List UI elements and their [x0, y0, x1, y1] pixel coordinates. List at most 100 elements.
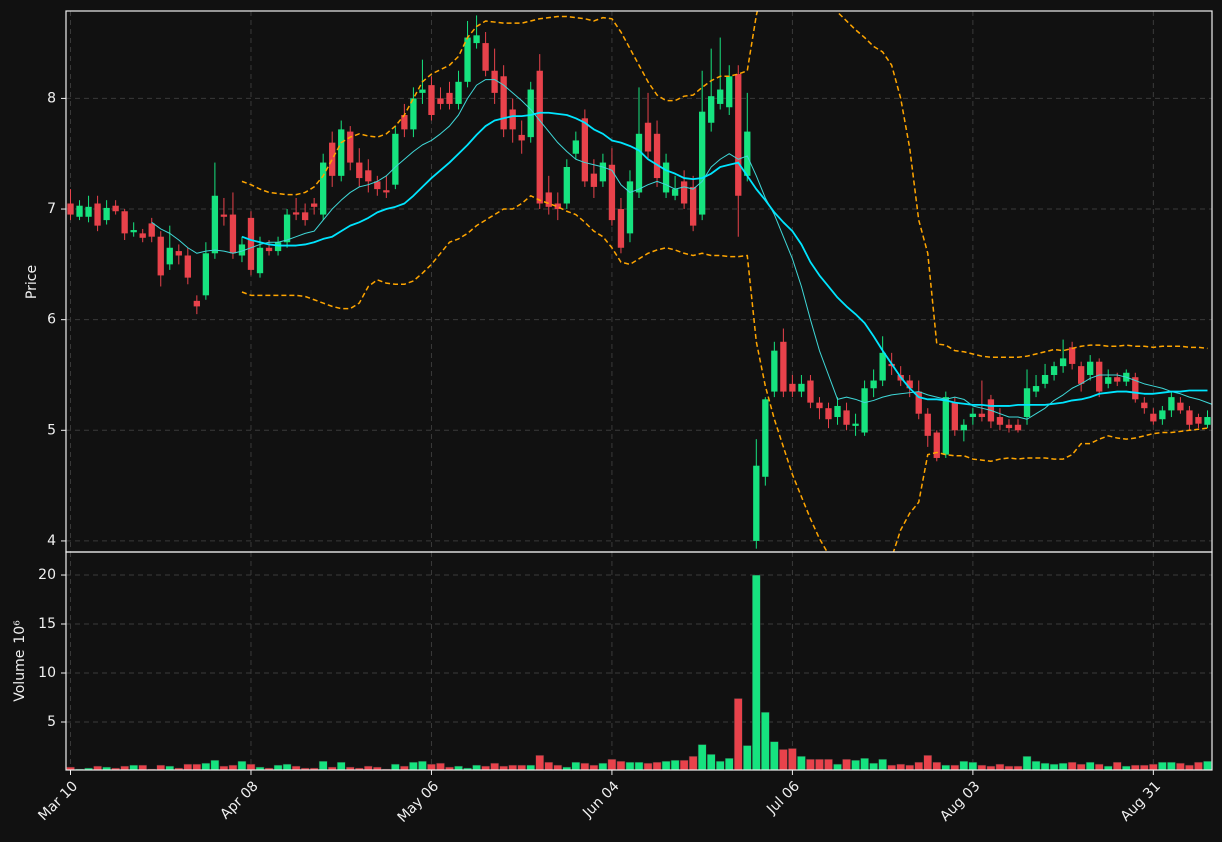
candle-body: [572, 140, 579, 154]
volume-bar: [84, 767, 93, 770]
volume-bar: [192, 763, 202, 770]
volume-bar: [842, 758, 851, 770]
volume-bar: [1058, 762, 1068, 770]
candle-body: [482, 43, 489, 71]
volume-bar: [715, 760, 725, 770]
candle-body: [951, 402, 958, 431]
candle-body: [960, 424, 968, 431]
candle-body: [807, 380, 814, 403]
volume-bar: [264, 767, 274, 770]
volume-bar: [156, 764, 166, 770]
candle-body: [554, 203, 561, 210]
candle-body: [365, 170, 372, 182]
candle-body: [1077, 366, 1085, 384]
candle-body: [1186, 410, 1193, 425]
volume-bar: [1203, 760, 1212, 770]
volume-bar: [553, 764, 563, 770]
candle-body: [1087, 361, 1094, 375]
candle-body: [1023, 388, 1031, 418]
volume-bar: [1022, 756, 1032, 770]
candle-body: [662, 162, 670, 193]
candle-body: [870, 380, 877, 389]
candle-body: [247, 217, 255, 270]
candle-body: [753, 465, 760, 541]
volume-bar: [273, 764, 283, 770]
candle-body: [139, 233, 146, 238]
candle-body: [166, 247, 173, 265]
volume-bar: [751, 574, 761, 770]
volume-bar: [589, 764, 599, 770]
candle-body: [1050, 366, 1058, 375]
volume-bar: [1167, 761, 1176, 770]
volume-bar: [995, 763, 1005, 770]
candle-body: [229, 214, 237, 254]
y-tick-label: 10: [38, 665, 56, 681]
candle-body: [473, 35, 480, 44]
volume-bar: [806, 758, 815, 770]
candle-body: [527, 89, 534, 138]
volume-frame: [65, 551, 1213, 771]
volume-bar: [490, 762, 499, 770]
volume-bar: [932, 761, 942, 770]
candle-body: [599, 162, 607, 182]
candle-body: [392, 133, 399, 185]
candle-body: [274, 242, 282, 252]
candle-body: [717, 89, 724, 104]
candle-body: [112, 205, 119, 212]
volume-bar: [598, 762, 608, 770]
candle-body: [202, 253, 210, 296]
candle-body: [590, 173, 598, 187]
volume-bar: [643, 762, 653, 770]
volume-bar: [788, 748, 797, 770]
candle-body: [1096, 361, 1103, 392]
volume-bar: [463, 767, 472, 770]
candle-body: [996, 417, 1004, 425]
candle-body: [545, 192, 552, 207]
volume-bar: [201, 762, 211, 770]
overlay-line: [151, 79, 1212, 420]
volume-bar: [878, 758, 887, 770]
volume-bar: [706, 754, 716, 770]
candle-body: [428, 85, 435, 115]
candle-body: [1032, 386, 1040, 392]
candle-body: [735, 74, 742, 196]
candle-body: [1114, 377, 1121, 382]
candle-body: [256, 247, 264, 274]
candle-body: [762, 399, 769, 477]
candle-body: [437, 98, 444, 104]
volume-bar: [1130, 764, 1140, 770]
volume-bar: [742, 745, 752, 770]
volume-bar: [246, 763, 256, 770]
volume-bar: [670, 759, 680, 770]
volume-bar: [183, 763, 193, 770]
candle-body: [1132, 377, 1139, 400]
candle-body: [1141, 402, 1148, 409]
candle-body: [1168, 397, 1175, 411]
volume-bar: [508, 764, 517, 770]
volume-bar: [1176, 762, 1185, 770]
candle-body: [85, 206, 92, 217]
y-tick-label: 8: [47, 90, 56, 106]
candle-body: [816, 402, 823, 409]
volume-bar: [950, 764, 960, 770]
y-tick-label: 4: [47, 533, 56, 549]
volume-bar: [733, 698, 743, 770]
y-tick-label: 15: [38, 616, 56, 632]
candle-body: [852, 423, 859, 426]
volume-bar: [959, 760, 969, 770]
candle-body: [708, 96, 715, 123]
volume-bar: [860, 757, 869, 770]
volume-bar: [833, 763, 842, 770]
y-axis-label: Volume 10⁶: [12, 620, 28, 702]
volume-bar: [300, 767, 310, 770]
y-tick-label: 7: [47, 201, 56, 217]
candle-body: [220, 214, 228, 217]
volume-bar: [138, 764, 148, 770]
candle-body: [464, 37, 471, 82]
volume-bar: [129, 764, 138, 770]
overlay-line: [241, 111, 1208, 407]
volume-bar: [409, 761, 418, 770]
volume-bar: [535, 755, 545, 770]
